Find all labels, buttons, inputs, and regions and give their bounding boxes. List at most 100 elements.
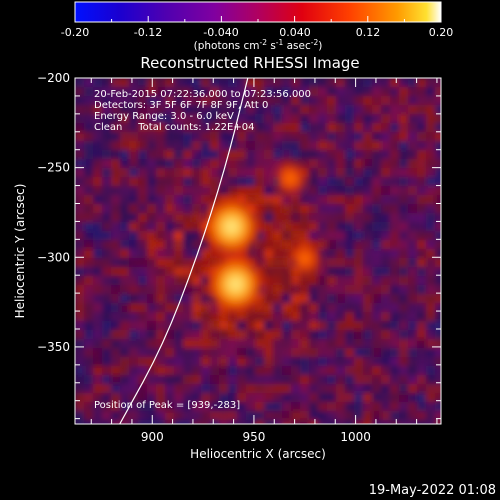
heatmap-cell — [246, 87, 255, 96]
heatmap-cell — [318, 312, 327, 321]
heatmap-cell — [345, 339, 354, 348]
heatmap-cell — [345, 276, 354, 285]
heatmap-cell — [417, 96, 426, 105]
heatmap-cell — [426, 141, 435, 150]
heatmap-cell — [363, 312, 372, 321]
heatmap-cell — [138, 78, 147, 87]
heatmap-cell — [390, 393, 399, 402]
heatmap-cell — [390, 402, 399, 411]
heatmap-cell — [75, 222, 84, 231]
heatmap-cell — [75, 312, 84, 321]
heatmap-cell — [300, 384, 309, 393]
heatmap-cell — [282, 402, 291, 411]
heatmap-cell — [354, 114, 363, 123]
heatmap-cell — [165, 168, 174, 177]
heatmap-cell — [129, 375, 138, 384]
heatmap-cell — [174, 87, 183, 96]
heatmap-cell — [345, 150, 354, 159]
heatmap-cell — [417, 411, 426, 420]
heatmap-cell — [147, 132, 156, 141]
heatmap-cell — [408, 96, 417, 105]
heatmap-cell — [84, 114, 93, 123]
heatmap-cell — [327, 402, 336, 411]
heatmap-cell — [120, 231, 129, 240]
heatmap-cell — [246, 384, 255, 393]
heatmap-cell — [102, 402, 111, 411]
heatmap-cell — [426, 420, 435, 424]
heatmap-cell — [372, 312, 381, 321]
heatmap-cell — [327, 213, 336, 222]
heatmap-cell — [372, 348, 381, 357]
heatmap-cell — [165, 312, 174, 321]
heatmap-cell — [120, 195, 129, 204]
heatmap-cell — [381, 366, 390, 375]
heatmap-cell — [363, 177, 372, 186]
heatmap-cell — [390, 267, 399, 276]
heatmap-cell — [93, 141, 102, 150]
heatmap-cell — [381, 348, 390, 357]
heatmap-cell — [174, 159, 183, 168]
heatmap-cell — [147, 114, 156, 123]
heatmap-cell — [282, 267, 291, 276]
heatmap-cell — [138, 393, 147, 402]
heatmap-cell — [417, 285, 426, 294]
heatmap-cell — [102, 168, 111, 177]
heatmap-cell — [255, 195, 264, 204]
heatmap-cell — [426, 168, 435, 177]
heatmap-cell — [309, 87, 318, 96]
heatmap-cell — [318, 168, 327, 177]
heatmap-cell — [435, 114, 441, 123]
heatmap-cell — [183, 132, 192, 141]
heatmap-cell — [273, 87, 282, 96]
heatmap-cell — [327, 411, 336, 420]
heatmap-cell — [363, 303, 372, 312]
heatmap-cell — [210, 366, 219, 375]
heatmap-cell — [363, 123, 372, 132]
heatmap-cell — [255, 78, 264, 87]
heatmap-cell — [156, 222, 165, 231]
heatmap-cell — [192, 96, 201, 105]
heatmap-cell — [354, 303, 363, 312]
heatmap-cell — [156, 276, 165, 285]
heatmap-cell — [129, 123, 138, 132]
heatmap-cell — [129, 402, 138, 411]
heatmap-cell — [318, 357, 327, 366]
heatmap-cell — [354, 159, 363, 168]
heatmap-cell — [408, 204, 417, 213]
heatmap-cell — [156, 285, 165, 294]
heatmap-cell — [111, 312, 120, 321]
heatmap-cell — [147, 420, 156, 424]
heatmap-cell — [336, 159, 345, 168]
y-tick-label: −250 — [37, 161, 70, 175]
heatmap-cell — [255, 402, 264, 411]
heatmap-cell — [327, 285, 336, 294]
heatmap-cell — [255, 420, 264, 424]
heatmap-cell — [372, 330, 381, 339]
heatmap-cell — [93, 348, 102, 357]
heatmap-cell — [93, 87, 102, 96]
heatmap-cell — [255, 393, 264, 402]
heatmap-cell — [111, 348, 120, 357]
heatmap-cell — [174, 294, 183, 303]
heatmap-cell — [129, 168, 138, 177]
heatmap-cell — [201, 132, 210, 141]
heatmap-cell — [426, 249, 435, 258]
heatmap-cell — [129, 339, 138, 348]
heatmap-cell — [363, 87, 372, 96]
heatmap-cell — [84, 420, 93, 424]
heatmap-cell — [318, 249, 327, 258]
heatmap-cell — [390, 132, 399, 141]
heatmap-cell — [390, 114, 399, 123]
heatmap-cell — [84, 222, 93, 231]
heatmap-cell — [237, 114, 246, 123]
heatmap-cell — [282, 132, 291, 141]
heatmap-cell — [201, 195, 210, 204]
heatmap-cell — [318, 231, 327, 240]
heatmap-cell — [417, 222, 426, 231]
heatmap-cell — [399, 366, 408, 375]
heatmap-cell — [309, 150, 318, 159]
heatmap-cell — [165, 294, 174, 303]
heatmap-cell — [273, 330, 282, 339]
heatmap-cell — [300, 411, 309, 420]
heatmap-cell — [102, 384, 111, 393]
